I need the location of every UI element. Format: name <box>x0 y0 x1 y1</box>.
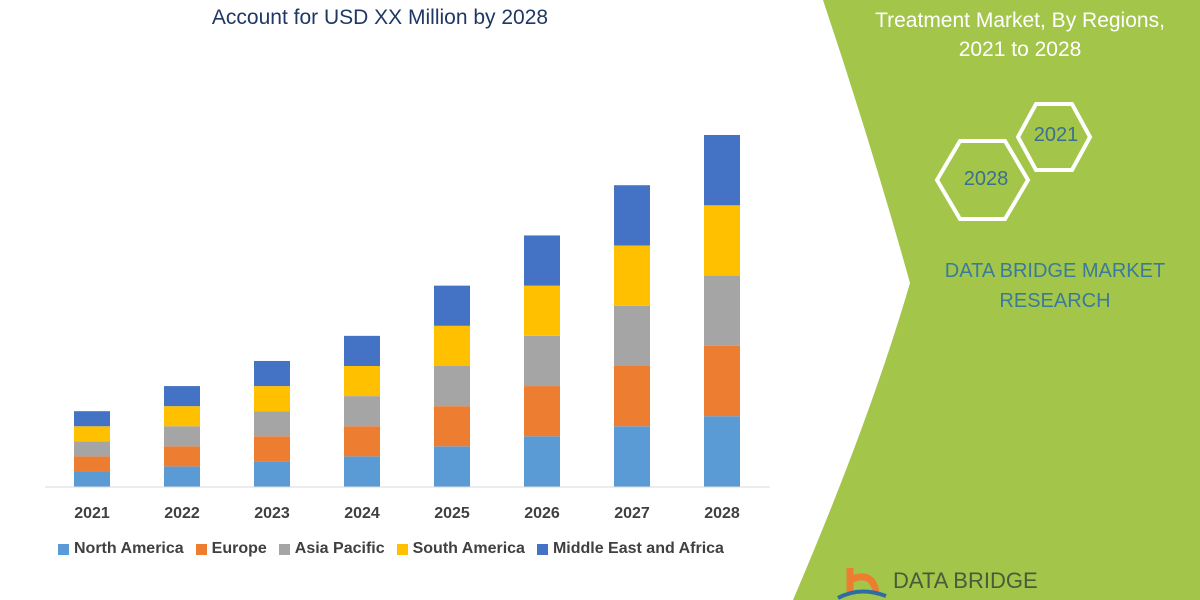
bar-segment-2026-south-america <box>524 285 560 336</box>
bar-segment-2022-asia-pacific <box>164 426 200 447</box>
bar-segment-2021-asia-pacific <box>74 441 110 457</box>
bar-segment-2022-europe <box>164 446 200 467</box>
bar-segment-2025-south-america <box>434 325 470 366</box>
bar-segment-2023-south-america <box>254 386 290 412</box>
hexagon-2021 <box>1015 102 1093 172</box>
legend-label: Europe <box>211 540 267 557</box>
legend-item: Europe <box>195 540 267 558</box>
bar-segment-2025-middle-east-and-africa <box>434 285 470 326</box>
bar-segment-2028-europe <box>704 345 740 417</box>
x-tick-label: 2023 <box>254 505 290 522</box>
side-title-line-1: Treatment Market, By Regions, <box>875 9 1165 32</box>
bar-segment-2022-north-america <box>164 466 200 487</box>
bar-segment-2023-north-america <box>254 461 290 487</box>
bars-group <box>74 135 740 487</box>
hexagon-2028 <box>934 139 1031 221</box>
bar-segment-2025-europe <box>434 406 470 447</box>
bar-segment-2023-asia-pacific <box>254 411 290 437</box>
bar-segment-2023-middle-east-and-africa <box>254 360 290 387</box>
x-tick-label: 2021 <box>74 505 110 522</box>
bar-segment-2026-asia-pacific <box>524 335 560 387</box>
x-tick-label: 2025 <box>434 505 470 522</box>
bar-segment-2027-south-america <box>614 245 650 306</box>
bar-segment-2028-asia-pacific <box>704 275 740 346</box>
bar-segment-2022-south-america <box>164 406 200 427</box>
badge-end-year: 2028 <box>963 168 1009 190</box>
bar-segment-2021-north-america <box>74 471 110 487</box>
brand-line-1: DATA BRIDGE MARKET <box>944 260 1166 282</box>
bar-segment-2028-south-america <box>704 205 740 276</box>
legend-item: South America <box>396 540 525 558</box>
legend-item: Asia Pacific <box>278 540 385 558</box>
x-tick-labels: 2021 2022 2023 2024 2025 2026 2027 2028 <box>74 505 740 522</box>
bar-segment-2025-north-america <box>434 446 470 487</box>
bar-segment-2021-europe <box>74 456 110 472</box>
legend-label: Middle East and Africa <box>552 540 724 557</box>
bar-segment-2026-middle-east-and-africa <box>524 235 560 286</box>
bar-segment-2024-asia-pacific <box>344 396 380 427</box>
x-tick-label: 2028 <box>704 505 740 522</box>
x-tick-label: 2027 <box>614 505 650 522</box>
bar-segment-2023-europe <box>254 436 290 462</box>
x-tick-label: 2026 <box>524 505 560 522</box>
legend-swatch <box>195 543 207 555</box>
badge-start-year: 2021 <box>1033 124 1079 146</box>
chart-title: Account for USD XX Million by 2028 <box>211 6 549 29</box>
brand-line-2: RESEARCH <box>999 290 1111 312</box>
bar-segment-2026-north-america <box>524 436 560 487</box>
bar-segment-2027-north-america <box>614 426 650 487</box>
logo-text: DATA BRIDGE <box>893 568 1038 593</box>
legend-item: Middle East and Africa <box>536 540 724 558</box>
bar-segment-2024-europe <box>344 426 380 457</box>
x-tick-label: 2024 <box>344 505 380 522</box>
green-side-panel <box>793 0 1200 600</box>
bar-segment-2026-europe <box>524 386 560 437</box>
bar-segment-2024-south-america <box>344 365 380 397</box>
bar-segment-2022-middle-east-and-africa <box>164 386 200 407</box>
bar-segment-2027-europe <box>614 365 650 427</box>
x-tick-label: 2022 <box>164 505 200 522</box>
bar-segment-2021-middle-east-and-africa <box>74 411 110 427</box>
brand-name: DATA BRIDGE MARKET RESEARCH <box>920 256 1190 316</box>
bar-segment-2021-south-america <box>74 426 110 442</box>
bar-segment-2024-north-america <box>344 456 380 487</box>
bar-segment-2025-asia-pacific <box>434 365 470 407</box>
legend-label: Asia Pacific <box>294 540 385 557</box>
legend-swatch <box>396 543 408 555</box>
legend-swatch <box>278 543 290 555</box>
legend-swatch <box>58 543 69 555</box>
legend-label: North America <box>74 540 184 557</box>
bar-segment-2027-middle-east-and-africa <box>614 185 650 246</box>
bar-segment-2028-north-america <box>704 416 740 487</box>
legend-item: North America <box>58 540 184 558</box>
chart-legend: North America Europe Asia Pacific South Ame… <box>58 540 724 558</box>
bar-segment-2027-asia-pacific <box>614 305 650 366</box>
bar-segment-2024-middle-east-and-africa <box>344 335 380 366</box>
logo-icon <box>837 568 887 600</box>
side-title-line-2: 2021 to 2028 <box>958 38 1082 61</box>
side-title: Treatment Market, By Regions, 2021 to 20… <box>850 6 1190 64</box>
legend-label: South America <box>412 540 525 557</box>
legend-swatch <box>536 543 548 555</box>
bar-segment-2028-middle-east-and-africa <box>704 135 740 206</box>
